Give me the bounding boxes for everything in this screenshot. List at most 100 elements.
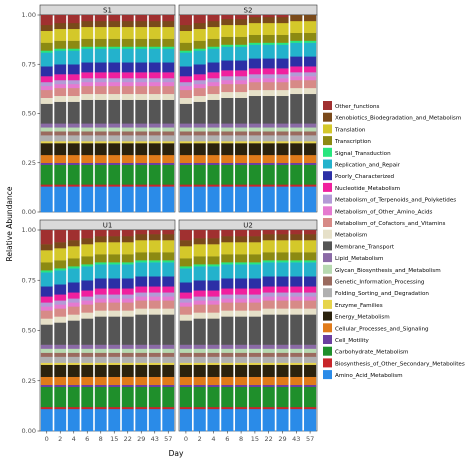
bar-segment-other-functions xyxy=(276,15,289,18)
bar-segment-lipid-metabolism xyxy=(304,123,317,128)
bar-segment-xenobiotics-biodegradation-and-metabolism xyxy=(148,234,161,241)
legend-item: Energy_Metabolism xyxy=(323,311,390,321)
bar-segment-poorly-characterized xyxy=(248,278,261,289)
bar-segment-other-functions xyxy=(135,230,148,235)
x-tick-label: 22 xyxy=(265,435,273,443)
bar-segment-carbohydrate-metabolism xyxy=(40,386,53,408)
bar-segment-metabolism-of-terpenoids-and-polyketides xyxy=(40,81,53,87)
bar-segment-amino-acid-metabolism xyxy=(207,186,220,213)
bar-segment-nucleotide-metabolism xyxy=(179,292,192,299)
bar-segment-metabolism-of-terpenoids-and-polyketides xyxy=(248,294,261,299)
bar-segment-other-functions xyxy=(221,15,234,20)
bar-segment-other-functions xyxy=(121,15,134,22)
bar-segment-cellular-processes-and-signaling xyxy=(40,376,53,386)
legend-item: Carbohydrate_Metabolism xyxy=(323,346,409,356)
bar-segment-metabolism-of-terpenoids-and-polyketides xyxy=(81,78,94,83)
bar-segment-metabolism-of-other-amino-acids xyxy=(40,85,53,91)
bar-segment-xenobiotics-biodegradation-and-metabolism xyxy=(94,236,107,243)
bar-segment-signal-transduction xyxy=(94,46,107,49)
bar-segment-translation xyxy=(108,26,121,39)
bar-segment-poorly-characterized xyxy=(290,276,303,287)
bar-segment-metabolism xyxy=(121,310,134,317)
bar-segment-amino-acid-metabolism xyxy=(262,186,275,213)
bar-segment-genetic-information-processing xyxy=(262,352,275,357)
bar-segment-xenobiotics-biodegradation-and-metabolism xyxy=(221,18,234,26)
bar-segment-translation xyxy=(135,26,148,39)
bar-segment-carbohydrate-metabolism xyxy=(248,164,261,185)
bar-segment-lipid-metabolism xyxy=(40,344,53,349)
bar-segment-carbohydrate-metabolism xyxy=(290,164,303,185)
bar-segment-xenobiotics-biodegradation-and-metabolism xyxy=(121,236,134,243)
bar-segment-cell-motility xyxy=(40,384,53,388)
bar-segment-biosynthesis-of-other-secondary-metabolites xyxy=(94,406,107,410)
bar-segment-carbohydrate-metabolism xyxy=(179,164,192,185)
bar-segment-amino-acid-metabolism xyxy=(221,408,234,432)
bar-segment-glycan-biosynthesis-and-metabolism xyxy=(148,348,161,353)
x-tick-label: 15 xyxy=(110,435,118,443)
x-tick-label: 22 xyxy=(124,435,132,443)
bar-segment-metabolism xyxy=(235,91,248,98)
bar-segment-transcription xyxy=(162,38,175,47)
bar-segment-replication-and-repair xyxy=(290,262,303,277)
bar-segment-nucleotide-metabolism xyxy=(221,70,234,77)
bar-segment-membrane-transport xyxy=(304,314,317,345)
bar-segment-biosynthesis-of-other-secondary-metabolites xyxy=(54,406,67,410)
bar-segment-signal-transduction xyxy=(179,50,192,53)
bar-segment-metabolism xyxy=(290,308,303,315)
bar-segment-metabolism-of-other-amino-acids xyxy=(193,300,206,305)
bar-segment-metabolism-of-cofactors-and-vitamins xyxy=(262,300,275,309)
bar-segment-poorly-characterized xyxy=(162,276,175,287)
x-tick-label: 57 xyxy=(306,435,314,443)
bar-segment-glycan-biosynthesis-and-metabolism xyxy=(290,127,303,132)
bar-segment-metabolism-of-cofactors-and-vitamins xyxy=(193,304,206,313)
bar-segment-metabolism xyxy=(81,312,94,319)
bar-segment-energy-metabolism xyxy=(221,143,234,156)
bar-segment-cell-motility xyxy=(121,162,134,165)
bar-segment-metabolism-of-terpenoids-and-polyketides xyxy=(193,80,206,85)
bar-segment-genetic-information-processing xyxy=(135,131,148,136)
bar-segment-lipid-metabolism xyxy=(221,344,234,349)
bar-segment-glycan-biosynthesis-and-metabolism xyxy=(248,127,261,132)
bar-segment-lipid-metabolism xyxy=(248,344,261,349)
bar-segment-translation xyxy=(148,26,161,39)
bar-segment-genetic-information-processing xyxy=(108,352,121,357)
bar-segment-other-functions xyxy=(148,15,161,22)
bar-segment-replication-and-repair xyxy=(40,52,53,67)
bar-segment-nucleotide-metabolism xyxy=(248,288,261,295)
bar-segment-glycan-biosynthesis-and-metabolism xyxy=(40,348,53,353)
bar-segment-translation xyxy=(148,240,161,253)
bar-segment-folding-sorting-and-degradation xyxy=(94,356,107,363)
bar-segment-folding-sorting-and-degradation xyxy=(54,356,67,363)
legend-key xyxy=(323,335,332,344)
bar-segment-energy-metabolism xyxy=(276,364,289,377)
bar-segment-membrane-transport xyxy=(235,97,248,124)
legend-item: Biosynthesis_of_Other_Secondary_Metaboli… xyxy=(323,358,465,368)
bar-segment-other-functions xyxy=(162,230,175,235)
bar-segment-metabolism-of-cofactors-and-vitamins xyxy=(54,308,67,317)
bar-segment-enzyme-families xyxy=(40,362,53,365)
bar-segment-cell-motility xyxy=(94,162,107,165)
bar-segment-metabolism-of-terpenoids-and-polyketides xyxy=(148,78,161,83)
bar-segment-amino-acid-metabolism xyxy=(290,186,303,213)
bar-segment-replication-and-repair xyxy=(207,266,220,281)
bar-segment-signal-transduction xyxy=(193,264,206,267)
bar-segment-energy-metabolism xyxy=(207,364,220,377)
bar-segment-genetic-information-processing xyxy=(179,352,192,357)
bar-segment-biosynthesis-of-other-secondary-metabolites xyxy=(290,184,303,187)
bar-segment-xenobiotics-biodegradation-and-metabolism xyxy=(207,20,220,28)
bar-segment-metabolism-of-other-amino-acids xyxy=(135,81,148,87)
bar-segment-metabolism-of-cofactors-and-vitamins xyxy=(248,302,261,311)
bar-segment-cell-motility xyxy=(108,384,121,388)
bar-segment-other-functions xyxy=(54,230,67,243)
legend-label: Glycan_Biosynthesis_and_Metabolism xyxy=(335,268,441,274)
bar-segment-carbohydrate-metabolism xyxy=(108,164,121,185)
bar-segment-cell-motility xyxy=(94,384,107,388)
bar-segment-biosynthesis-of-other-secondary-metabolites xyxy=(262,184,275,187)
bar-segment-translation xyxy=(162,26,175,39)
panel-strip-label: S1 xyxy=(103,7,112,15)
bar-segment-poorly-characterized xyxy=(121,62,134,73)
bar-segment-translation xyxy=(193,28,206,41)
bar-segment-metabolism-of-terpenoids-and-polyketides xyxy=(290,72,303,77)
bar-segment-enzyme-families xyxy=(304,362,317,365)
bar-segment-transcription xyxy=(193,256,206,265)
